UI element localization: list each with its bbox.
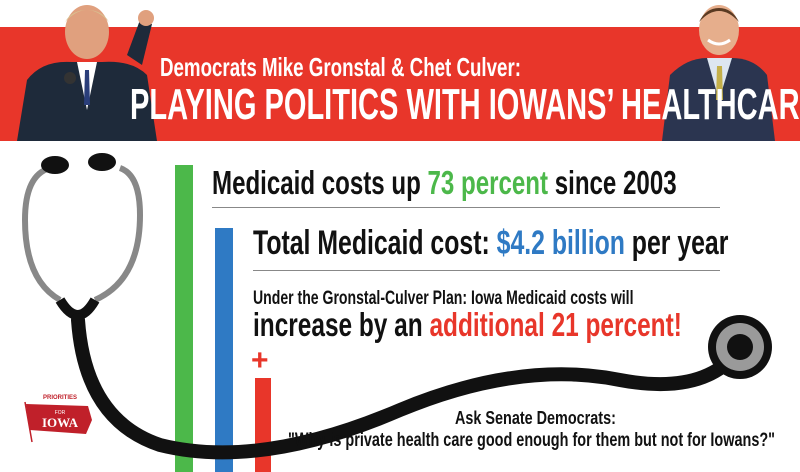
green-bar <box>175 165 193 472</box>
stat-text: Total Medicaid cost: <box>253 224 497 262</box>
plus-icon: + <box>251 344 269 377</box>
ask-quote: "Why is private health care good enough … <box>288 430 776 451</box>
photo-left-politician <box>17 5 157 141</box>
stat-text: since 2003 <box>548 164 677 201</box>
divider <box>253 270 720 271</box>
plan-text: increase by an <box>253 306 430 343</box>
title-line-2: PLAYING POLITICS WITH IOWANS’ HEALTHCARE <box>130 80 800 129</box>
stat-medicaid-increase: Medicaid costs up 73 percent since 2003 <box>212 164 677 202</box>
svg-text:IOWA: IOWA <box>42 415 79 430</box>
plan-intro: Under the Gronstal-Culver Plan: Iowa Med… <box>253 288 634 309</box>
svg-text:FOR: FOR <box>55 410 66 416</box>
stat-highlight: $4.2 billion <box>496 224 625 262</box>
svg-text:PRIORITIES: PRIORITIES <box>43 395 77 401</box>
stat-total-cost: Total Medicaid cost: $4.2 billion per ye… <box>253 224 728 263</box>
title-line-1: Democrats Mike Gronstal & Chet Culver: <box>160 52 521 82</box>
plan-increase: increase by an additional 21 percent! <box>253 306 682 344</box>
ask-heading: Ask Senate Democrats: <box>455 408 616 428</box>
blue-bar <box>215 228 233 472</box>
divider <box>212 207 720 208</box>
priorities-for-iowa-logo: PRIORITIES FOR IOWA <box>24 395 92 443</box>
stat-text: Medicaid costs up <box>212 164 428 201</box>
stat-highlight: 73 percent <box>427 164 549 201</box>
photo-right-politician <box>662 5 775 141</box>
stat-text: per year <box>624 224 729 262</box>
plan-highlight: additional 21 percent! <box>429 306 682 343</box>
